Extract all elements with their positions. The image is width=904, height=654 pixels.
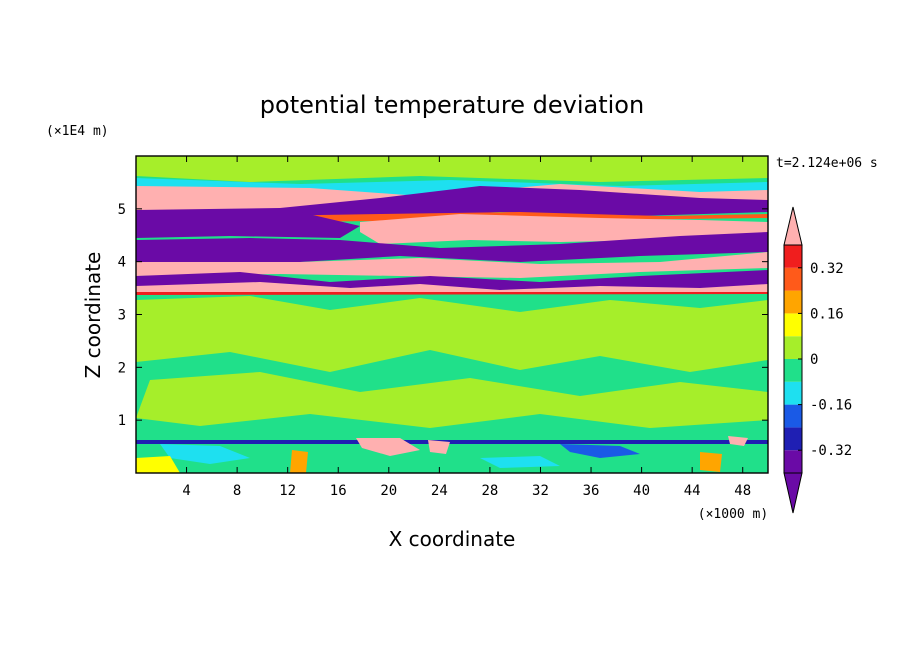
x-tick-label: 8 [233,483,241,499]
x-tick-label: 32 [532,483,549,499]
x-tick-label: 28 [481,483,498,499]
time-label: t=2.124e+06 s [776,156,878,171]
x-tick-label: 36 [583,483,600,499]
upper-region-layer [136,252,768,278]
upper-region-layer [136,232,768,262]
colorbar-swatch [784,245,802,268]
lower-blob [480,456,560,468]
lower-blob [136,456,180,473]
colorbar-swatch [784,381,802,405]
colorbar-swatch [784,336,802,359]
colorbar-swatch [784,427,802,451]
upper-region-layer [136,282,768,294]
colorbar-tick-label: 0 [810,352,818,368]
x-tick-label: 16 [330,483,347,499]
x-tick-label: 48 [734,483,751,499]
y-tick-label: 5 [118,202,126,218]
colorbar-lower-extension [783,472,803,514]
x-tick-label: 40 [633,483,650,499]
lower-blob [728,436,748,446]
lower-blob [290,450,308,473]
chart-title: potential temperature deviation [260,91,644,119]
upper-region-layer [136,292,768,295]
colorbar-swatch [784,267,802,291]
y-unit-label: (×1E4 m) [46,124,109,139]
y-tick-label: 3 [118,308,126,324]
x-tick-label: 4 [182,483,190,499]
y-tick-label: 4 [118,255,126,271]
x-axis-label: X coordinate [389,527,516,551]
upper-region-layer [136,212,360,238]
lower-blob [428,440,450,454]
x-tick-label: 20 [380,483,397,499]
x-tick-label: 44 [684,483,701,499]
colorbar-swatch [784,359,802,382]
colorbar-upper-extension [783,206,803,246]
contour-field [136,156,768,473]
upper-region-layer [136,156,768,182]
x-axis: 4 8 12 16 20 24 28 32 36 40 44 48 [182,156,751,499]
colorbar-swatch [784,313,802,337]
x-tick-label: 24 [431,483,448,499]
colorbar-tick-label: -0.16 [810,398,852,414]
lower-blob [160,444,250,464]
colorbar-tick-label: 0.16 [810,306,844,322]
colorbar-tick-label: -0.32 [810,443,852,459]
lower-blob [700,452,722,472]
y-tick-label: 1 [118,413,126,429]
mid-region-patch [136,372,768,428]
colorbar-swatch [784,404,802,428]
lower-blob [560,444,640,458]
lower-blob [356,438,420,456]
y-tick-label: 2 [118,360,126,376]
lower-band [136,440,768,444]
colorbar-swatch [784,450,802,473]
x-tick-label: 12 [279,483,296,499]
colorbar-tick-label: 0.32 [810,261,844,277]
colorbar-swatch [784,290,802,314]
mid-region-patch [136,296,768,372]
colorbar: 0.32 0.16 0 -0.16 -0.32 [783,206,852,514]
upper-region-layer [136,186,768,220]
upper-region-layer [360,214,768,244]
y-axis-label: Z coordinate [81,252,105,379]
x-unit-label: (×1000 m) [698,507,768,522]
y-axis: 1 2 3 4 5 [118,202,768,429]
